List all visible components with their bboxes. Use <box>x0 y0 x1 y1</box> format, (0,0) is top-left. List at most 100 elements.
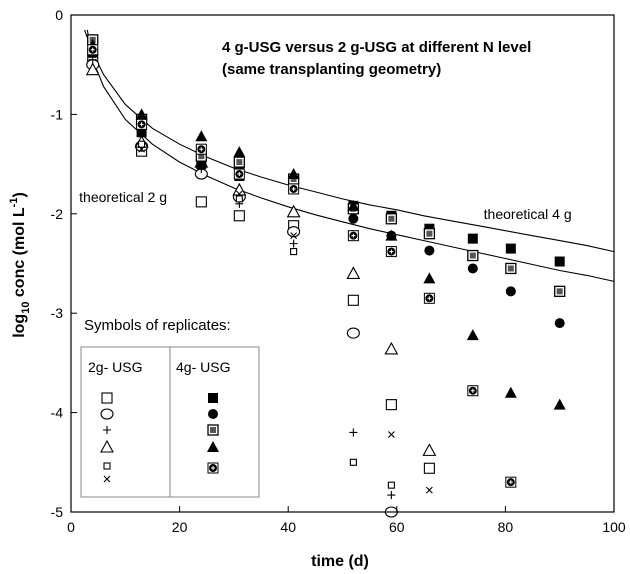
data-point <box>290 248 298 256</box>
data-point <box>504 386 517 398</box>
data-point <box>387 491 396 500</box>
data-point <box>290 232 298 240</box>
data-point <box>349 458 357 466</box>
data-point <box>553 398 566 410</box>
y-tick-label: -3 <box>51 305 64 321</box>
chart-title-line-1: 4 g-USG versus 2 g-USG at different N le… <box>222 39 531 56</box>
data-point <box>554 285 566 297</box>
y-axis-title-superscript: -1 <box>8 198 20 208</box>
y-tick-label: -5 <box>51 504 64 520</box>
legend-marker-diamond-dot <box>207 462 219 474</box>
x-tick-label: 0 <box>67 519 75 535</box>
legend-marker-square-dot <box>207 424 219 436</box>
data-point <box>195 143 207 155</box>
data-points <box>85 34 566 518</box>
data-point <box>387 481 395 489</box>
data-point <box>349 428 358 437</box>
data-point <box>288 183 300 195</box>
data-point <box>385 399 397 411</box>
y-axis-title-part: ) <box>11 192 28 197</box>
y-axis-title-part: log <box>11 314 28 338</box>
legend-marker-square-open <box>101 392 113 404</box>
data-point <box>235 195 243 203</box>
data-point <box>466 329 479 341</box>
data-point <box>384 341 399 355</box>
data-point <box>554 256 565 267</box>
data-point <box>287 168 300 180</box>
data-point <box>235 190 243 198</box>
y-tick-label: -4 <box>51 405 64 421</box>
y-axis-title-subscript: 10 <box>20 302 32 314</box>
data-point <box>467 233 478 244</box>
data-point <box>346 327 360 339</box>
data-point <box>233 168 245 180</box>
data-point <box>136 127 147 138</box>
legend-marker-circle-filled <box>208 409 218 419</box>
data-point <box>196 159 207 170</box>
legend-marker-triangle-open <box>100 439 114 453</box>
y-axis-title-part: conc (mol L <box>11 207 28 301</box>
chart-title: 4 g-USG versus 2 g-USG at different N le… <box>222 39 531 78</box>
data-point <box>467 263 478 274</box>
x-tick-label: 80 <box>498 519 514 535</box>
legend-marker-plus <box>103 426 111 434</box>
legend-markers <box>100 392 219 483</box>
data-point <box>347 199 360 211</box>
axes: 0 20 40 60 80 100 0 -1 -2 -3 -4 -5 <box>51 7 626 535</box>
y-tick-label: -1 <box>51 106 64 122</box>
data-point <box>346 266 361 279</box>
data-point <box>348 213 359 224</box>
data-point <box>135 108 148 120</box>
data-point <box>505 243 516 254</box>
legend-marker-square-filled <box>208 393 218 403</box>
data-point <box>85 62 100 76</box>
data-point <box>289 239 298 248</box>
y-tick-label: 0 <box>55 7 63 23</box>
data-point <box>425 486 433 494</box>
legend-marker-cross <box>103 475 111 483</box>
data-point <box>387 431 395 438</box>
data-point <box>347 230 359 242</box>
data-point <box>385 213 398 225</box>
x-axis-title: time (d) <box>311 553 369 570</box>
x-tick-label: 100 <box>602 519 626 535</box>
legend-marker-square-small-open <box>103 462 111 470</box>
x-tick-label: 60 <box>389 519 405 535</box>
series-4g-USG-rep4 <box>86 38 566 410</box>
data-point <box>286 204 301 218</box>
data-point <box>233 146 246 158</box>
series-2g-USG-rep6 <box>89 51 433 494</box>
data-point <box>233 156 245 168</box>
data-point <box>423 228 436 240</box>
data-point <box>195 196 207 208</box>
data-point <box>423 272 436 284</box>
data-point <box>505 476 517 488</box>
data-point <box>422 443 437 456</box>
x-tick-label: 20 <box>172 519 188 535</box>
x-tick-label: 40 <box>280 519 296 535</box>
data-point <box>467 385 479 397</box>
annotation-theoretical-2g: theoretical 2 g <box>79 189 167 205</box>
data-point <box>467 249 479 262</box>
series-4g-USG-rep5 <box>87 44 517 488</box>
chart-title-line-2: (same transplanting geometry) <box>222 61 441 78</box>
data-point <box>424 245 435 256</box>
data-point <box>233 210 245 222</box>
data-point <box>385 246 397 258</box>
y-tick-label: -2 <box>51 206 64 222</box>
data-point <box>554 318 565 329</box>
legend-group-4g-label: 4g- USG <box>176 359 230 375</box>
data-point <box>287 226 301 238</box>
plot-frame <box>70 14 615 513</box>
data-point <box>232 182 247 196</box>
data-point <box>195 130 208 142</box>
data-point <box>505 286 516 297</box>
data-point <box>423 292 435 304</box>
legend-group-2g-label: 2g- USG <box>88 359 142 375</box>
data-point <box>136 118 148 130</box>
data-point <box>138 145 145 153</box>
data-point <box>385 229 398 241</box>
data-point <box>423 462 435 474</box>
y-axis-title: log10 conc (mol L-1) <box>8 192 32 338</box>
